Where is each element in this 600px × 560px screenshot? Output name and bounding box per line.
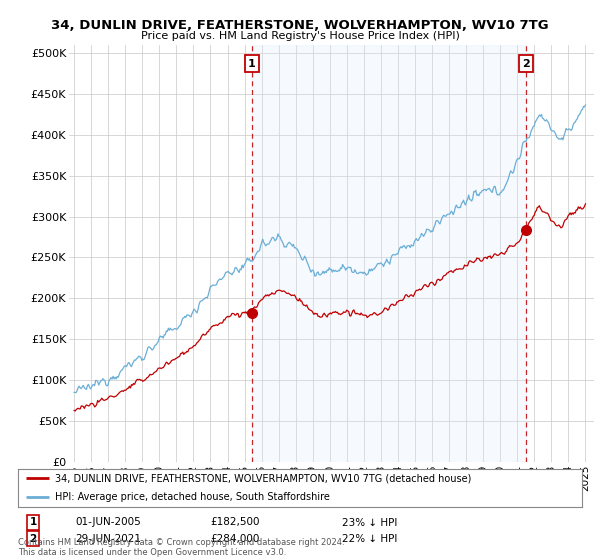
Text: £182,500: £182,500	[210, 517, 260, 528]
Text: HPI: Average price, detached house, South Staffordshire: HPI: Average price, detached house, Sout…	[55, 492, 329, 502]
Text: Contains HM Land Registry data © Crown copyright and database right 2024.
This d: Contains HM Land Registry data © Crown c…	[18, 538, 344, 557]
Text: 2: 2	[522, 59, 530, 68]
Bar	[252, 45, 526, 462]
Text: £284,000: £284,000	[210, 534, 259, 544]
Text: 29-JUN-2021: 29-JUN-2021	[75, 534, 141, 544]
Text: 1: 1	[29, 517, 37, 528]
Text: Price paid vs. HM Land Registry's House Price Index (HPI): Price paid vs. HM Land Registry's House …	[140, 31, 460, 41]
Text: 34, DUNLIN DRIVE, FEATHERSTONE, WOLVERHAMPTON, WV10 7TG: 34, DUNLIN DRIVE, FEATHERSTONE, WOLVERHA…	[51, 18, 549, 32]
Text: 1: 1	[248, 59, 256, 68]
Text: 2: 2	[29, 534, 37, 544]
Text: 22% ↓ HPI: 22% ↓ HPI	[342, 534, 397, 544]
Text: 34, DUNLIN DRIVE, FEATHERSTONE, WOLVERHAMPTON, WV10 7TG (detached house): 34, DUNLIN DRIVE, FEATHERSTONE, WOLVERHA…	[55, 473, 471, 483]
Text: 01-JUN-2005: 01-JUN-2005	[75, 517, 141, 528]
Text: 23% ↓ HPI: 23% ↓ HPI	[342, 517, 397, 528]
